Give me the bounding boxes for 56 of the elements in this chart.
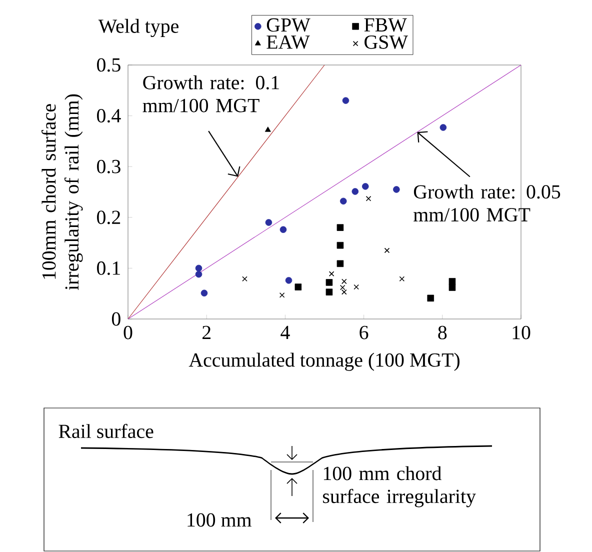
x-axis-title: Accumulated tonnage (100 MGT)	[188, 352, 460, 371]
point	[279, 292, 285, 298]
point	[448, 284, 456, 291]
x-tick-label: 4	[280, 326, 290, 339]
point	[336, 242, 344, 249]
point	[366, 196, 372, 202]
point	[354, 284, 359, 290]
legend-label: GSW	[364, 35, 408, 49]
point	[340, 198, 347, 205]
point	[384, 248, 390, 254]
point	[328, 271, 334, 276]
text: 100 mm chord surface irregularity	[323, 466, 476, 508]
y-tick-label: 0.1	[97, 261, 120, 275]
text: Rail surface	[58, 424, 154, 438]
point	[399, 276, 405, 282]
point	[427, 294, 434, 302]
text: 100 mm	[188, 513, 252, 527]
point	[200, 290, 208, 296]
point	[352, 188, 359, 195]
y-tick-label: 0.5	[97, 58, 120, 72]
x-tick-label: 0	[124, 326, 132, 340]
y-tick-label: 0	[112, 312, 120, 326]
point	[448, 278, 456, 285]
legend-label: GPW	[266, 18, 310, 32]
x-tick-label: 6	[360, 326, 368, 340]
point	[340, 284, 346, 290]
point	[326, 279, 333, 286]
point	[195, 270, 202, 278]
point	[342, 97, 350, 104]
x-tick-label: 8	[438, 326, 447, 340]
point	[242, 276, 248, 282]
point	[285, 277, 292, 284]
point	[342, 289, 347, 295]
point	[440, 124, 447, 131]
legend-label: EAW	[266, 35, 310, 49]
y-tick-label: 0.4	[97, 109, 121, 123]
point	[264, 126, 271, 132]
point	[280, 226, 287, 233]
point	[336, 224, 344, 231]
legend-title: Weld type	[98, 18, 178, 38]
x-tick-label: 2	[202, 326, 210, 340]
y-tick-label: 0.3	[97, 160, 120, 174]
point	[265, 219, 272, 226]
x-tick-label: 10	[512, 326, 530, 340]
point	[294, 284, 302, 290]
point	[342, 278, 347, 284]
point	[326, 288, 333, 296]
y-axis-title: 100mm chord surface irregularity of rail (mm)	[42, 94, 83, 290]
point	[362, 183, 369, 190]
annotation: Growth rate: 0.05 mm/100 MGT	[414, 184, 560, 222]
point	[195, 264, 202, 272]
point	[393, 186, 400, 193]
point	[336, 260, 344, 268]
annotation: Growth rate: 0.1 mm/100 MGT	[142, 75, 279, 112]
legend-label: FBW	[364, 18, 407, 32]
y-tick-label: 0.2	[97, 210, 120, 224]
